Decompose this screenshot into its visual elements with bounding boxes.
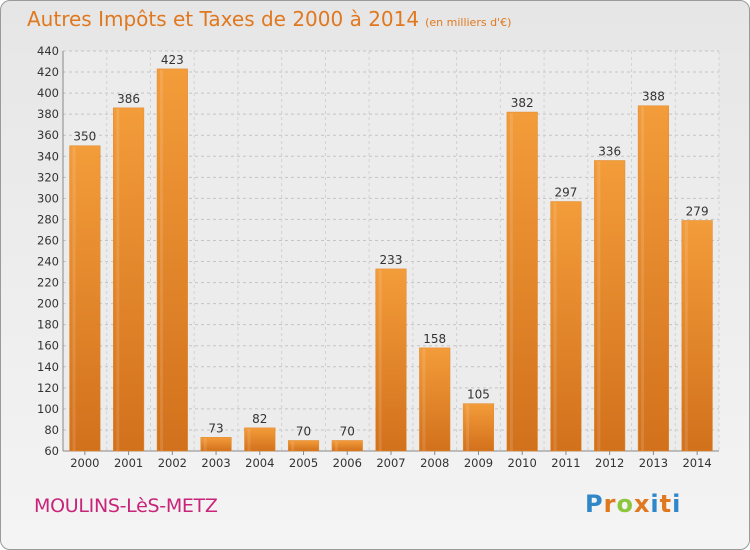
y-tick-label: 220 bbox=[37, 276, 59, 290]
x-tick-label: 2005 bbox=[289, 456, 318, 470]
x-tick-label: 2010 bbox=[508, 456, 537, 470]
logo-letter: x bbox=[633, 490, 651, 518]
logo-letter: i bbox=[650, 490, 660, 518]
x-tick-label: 2001 bbox=[114, 456, 143, 470]
bar-value-label: 73 bbox=[208, 421, 223, 435]
bar-value-label: 82 bbox=[252, 412, 267, 426]
x-tick-label: 2009 bbox=[464, 456, 493, 470]
y-tick-label: 180 bbox=[37, 318, 59, 332]
bar-highlight bbox=[509, 113, 513, 451]
bar-value-label: 70 bbox=[296, 424, 311, 438]
x-tick-label: 2006 bbox=[333, 456, 362, 470]
bar bbox=[113, 107, 145, 452]
bar-value-label: 158 bbox=[423, 332, 446, 346]
y-tick-label: 420 bbox=[37, 65, 59, 79]
y-tick-label: 200 bbox=[37, 297, 59, 311]
y-tick-label: 320 bbox=[37, 170, 59, 184]
x-tick-label: 2011 bbox=[551, 456, 580, 470]
x-tick-label: 2000 bbox=[70, 456, 99, 470]
logo-letter: o bbox=[616, 490, 634, 518]
x-tick-label: 2003 bbox=[201, 456, 230, 470]
bar-highlight bbox=[334, 441, 338, 451]
bar-highlight bbox=[203, 438, 207, 451]
y-tick-label: 340 bbox=[37, 149, 59, 163]
bar-highlight bbox=[291, 441, 295, 451]
bar-value-label: 336 bbox=[598, 144, 621, 158]
x-tick-label: 2012 bbox=[595, 456, 624, 470]
proxiti-logo: Proxiti bbox=[585, 490, 681, 518]
bar bbox=[506, 111, 538, 452]
town-name: MOULINS-LèS-METZ bbox=[34, 495, 218, 517]
bar-highlight bbox=[160, 69, 164, 451]
x-tick-label: 2007 bbox=[376, 456, 405, 470]
bar bbox=[637, 105, 669, 452]
bar bbox=[550, 201, 582, 452]
bar-value-label: 423 bbox=[161, 53, 184, 67]
bar-value-label: 233 bbox=[380, 253, 403, 267]
y-tick-label: 240 bbox=[37, 255, 59, 269]
bar bbox=[462, 403, 495, 452]
chart-subtitle: (en milliers d'€) bbox=[425, 16, 512, 29]
x-tick-label: 2002 bbox=[158, 456, 187, 470]
y-tick-label: 120 bbox=[37, 381, 59, 395]
bar-value-label: 350 bbox=[73, 130, 96, 144]
bar-value-label: 279 bbox=[686, 204, 709, 218]
x-tick-label: 2008 bbox=[420, 456, 449, 470]
y-tick-label: 100 bbox=[37, 402, 59, 416]
y-tick-label: 160 bbox=[37, 339, 59, 353]
bar-highlight bbox=[247, 428, 251, 451]
chart-title: Autres Impôts et Taxes de 2000 à 2014 (en… bbox=[27, 7, 511, 31]
bar-value-label: 382 bbox=[511, 96, 534, 110]
bar-highlight bbox=[684, 221, 688, 451]
bar bbox=[375, 268, 407, 452]
bar-value-label: 386 bbox=[117, 92, 140, 106]
y-tick-label: 60 bbox=[44, 444, 59, 458]
y-tick-label: 280 bbox=[37, 212, 59, 226]
bar bbox=[594, 160, 626, 452]
y-tick-label: 80 bbox=[44, 423, 59, 437]
bar-value-label: 388 bbox=[642, 90, 665, 104]
bar-highlight bbox=[553, 202, 557, 451]
x-tick-label: 2013 bbox=[639, 456, 668, 470]
bar-highlight bbox=[378, 269, 382, 451]
chart-title-text: Autres Impôts et Taxes de 2000 à 2014 bbox=[27, 7, 420, 31]
y-tick-label: 300 bbox=[37, 191, 59, 205]
logo-letter: i bbox=[672, 490, 682, 518]
bar-highlight bbox=[422, 348, 426, 451]
y-tick-label: 440 bbox=[37, 44, 59, 58]
logo-letter: r bbox=[603, 490, 617, 518]
y-tick-label: 400 bbox=[37, 86, 59, 100]
bar-highlight bbox=[597, 161, 601, 451]
bar-highlight bbox=[641, 106, 645, 451]
bar-value-label: 70 bbox=[340, 424, 355, 438]
bar-highlight bbox=[72, 146, 76, 451]
bar bbox=[681, 220, 713, 452]
bar bbox=[419, 347, 451, 452]
bar-value-label: 105 bbox=[467, 388, 490, 402]
bar-highlight bbox=[116, 108, 120, 451]
y-tick-label: 140 bbox=[37, 360, 59, 374]
logo-letter: P bbox=[585, 490, 604, 518]
bar-highlight bbox=[466, 404, 470, 451]
bar bbox=[156, 68, 188, 452]
logo-letter: t bbox=[659, 490, 673, 518]
x-tick-label: 2004 bbox=[245, 456, 274, 470]
x-tick-label: 2014 bbox=[682, 456, 711, 470]
bar-value-label: 297 bbox=[554, 186, 577, 200]
y-tick-label: 380 bbox=[37, 107, 59, 121]
y-tick-label: 360 bbox=[37, 128, 59, 142]
y-tick-label: 260 bbox=[37, 233, 59, 247]
